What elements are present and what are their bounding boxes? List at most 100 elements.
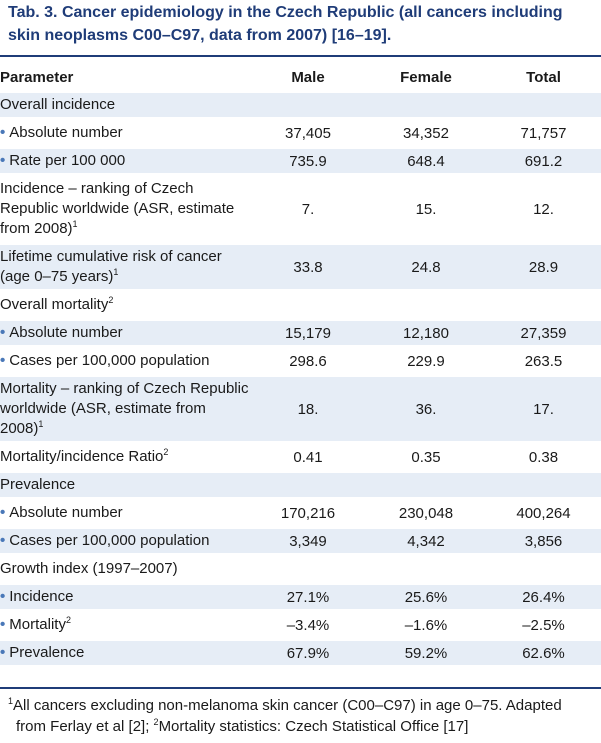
cell-total (486, 293, 601, 317)
cell-male: 37,405 (285, 124, 331, 142)
cell-male: 298.6 (289, 352, 327, 370)
cell-female (366, 473, 486, 497)
cell-total (486, 557, 601, 581)
bullet-icon: • (0, 588, 6, 605)
cell-male: 15,179 (250, 321, 366, 345)
cell-male (250, 473, 366, 497)
cell-male: 0.41 (293, 448, 323, 466)
cell-total: 28.9 (486, 245, 601, 289)
cell-female: 36. (366, 377, 486, 441)
footnote-line-1: 1All cancers excluding non-melanoma skin… (8, 696, 562, 715)
table-row: Prevalence (0, 473, 601, 497)
table-row: Overall mortality2 (0, 293, 601, 317)
cell-total (486, 473, 601, 497)
footnote-marker: 1 (38, 419, 44, 429)
row-label: • Absolute number (0, 321, 250, 345)
cell-female: 34,352 (403, 124, 449, 142)
bullet-icon: • (0, 616, 6, 633)
row-label: Prevalence (0, 473, 250, 497)
table-footnote: 1All cancers excluding non-melanoma skin… (8, 695, 598, 737)
table-row: • Absolute number 15,179 12,180 27,359 (0, 321, 601, 345)
row-label: Mortality/incidence Ratio2 (0, 447, 169, 466)
table-title: Tab. 3. Cancer epidemiology in the Czech… (8, 4, 563, 44)
row-label: Growth index (1997–2007) (0, 560, 178, 577)
cell-total: –2.5% (522, 616, 565, 634)
footnote-marker: 1 (72, 219, 78, 229)
header-parameter: Parameter (0, 68, 74, 86)
cell-female: 4,342 (366, 529, 486, 553)
cell-female: 12,180 (366, 321, 486, 345)
epidemiology-table: Parameter Male Female Total Overall inci… (0, 61, 601, 669)
bottom-rule (0, 687, 601, 689)
row-label: • Absolute number (0, 124, 123, 141)
cell-total: 3,856 (486, 529, 601, 553)
cell-total: 263.5 (524, 352, 563, 370)
cell-female: 0.35 (411, 448, 441, 466)
footnote-marker: 2 (108, 295, 114, 305)
row-label: • Incidence (0, 585, 250, 609)
footnote-line-2: from Ferlay et al [2]; 2Mortality statis… (16, 717, 469, 736)
cell-female (366, 293, 486, 317)
cell-male (250, 557, 366, 581)
bullet-icon: • (0, 152, 6, 169)
cell-total: 12. (533, 200, 554, 218)
cell-male (250, 93, 366, 117)
cell-female: 229.9 (407, 352, 445, 370)
table-row: • Absolute number 170,216 230,048 400,264 (0, 501, 601, 525)
cell-male: –3.4% (286, 616, 330, 634)
cell-total (486, 93, 601, 117)
table-row: • Cases per 100,000 population 3,349 4,34… (0, 529, 601, 553)
cell-female (366, 557, 486, 581)
row-label: • Rate per 100 000 (0, 149, 250, 173)
bullet-icon: • (0, 324, 6, 341)
footnote-marker: 1 (113, 267, 119, 277)
footnote-marker: 2 (153, 717, 159, 727)
top-rule (0, 55, 601, 57)
row-label: • Prevalence (0, 641, 250, 665)
footnote-marker: 2 (163, 447, 169, 457)
cell-female: 25.6% (366, 585, 486, 609)
cell-male: 735.9 (250, 149, 366, 173)
table-row: Mortality/incidence Ratio2 0.41 0.35 0.3… (0, 445, 601, 469)
cell-total: 27,359 (486, 321, 601, 345)
cell-male: 27.1% (250, 585, 366, 609)
row-label: • Cases per 100,000 population (0, 529, 250, 553)
cell-total: 62.6% (486, 641, 601, 665)
cell-total: 691.2 (486, 149, 601, 173)
bullet-icon: • (0, 644, 6, 661)
row-label: Overall mortality2 (0, 295, 114, 314)
cell-female: 59.2% (366, 641, 486, 665)
table-row: • Mortality2 –3.4% –1.6% –2.5% (0, 613, 601, 637)
cell-male: 67.9% (250, 641, 366, 665)
table-row: • Rate per 100 000 735.9 648.4 691.2 (0, 149, 601, 173)
cell-female (366, 93, 486, 117)
bullet-icon: • (0, 352, 6, 369)
header-male: Male (291, 68, 325, 86)
row-label: • Cases per 100,000 population (0, 352, 210, 369)
table-row: • Prevalence 67.9% 59.2% 62.6% (0, 641, 601, 665)
header-row: Parameter Male Female Total (0, 65, 601, 89)
table-row: Overall incidence (0, 93, 601, 117)
cell-total: 26.4% (486, 585, 601, 609)
row-label: Mortality – ranking of Czech Republic wo… (0, 377, 250, 441)
table-row: Mortality – ranking of Czech Republic wo… (0, 377, 601, 441)
header-total: Total (526, 68, 561, 86)
row-label: • Absolute number (0, 504, 123, 521)
cell-male: 18. (250, 377, 366, 441)
bullet-icon: • (0, 124, 6, 141)
cell-total: 71,757 (520, 124, 567, 142)
cell-male: 7. (301, 200, 315, 218)
cell-male: 170,216 (280, 504, 336, 522)
cell-female: 15. (415, 200, 437, 218)
table-row: Growth index (1997–2007) (0, 557, 601, 581)
cell-total: 400,264 (516, 504, 571, 522)
cell-female: 230,048 (398, 504, 454, 522)
table-row: • Absolute number 37,405 34,352 71,757 (0, 121, 601, 145)
table-row: • Incidence 27.1% 25.6% 26.4% (0, 585, 601, 609)
table-row: • Cases per 100,000 population 298.6 229.… (0, 349, 601, 373)
footnote-marker: 1 (8, 696, 14, 706)
cell-total: 17. (486, 377, 601, 441)
header-female: Female (400, 68, 452, 86)
bullet-icon: • (0, 504, 6, 521)
